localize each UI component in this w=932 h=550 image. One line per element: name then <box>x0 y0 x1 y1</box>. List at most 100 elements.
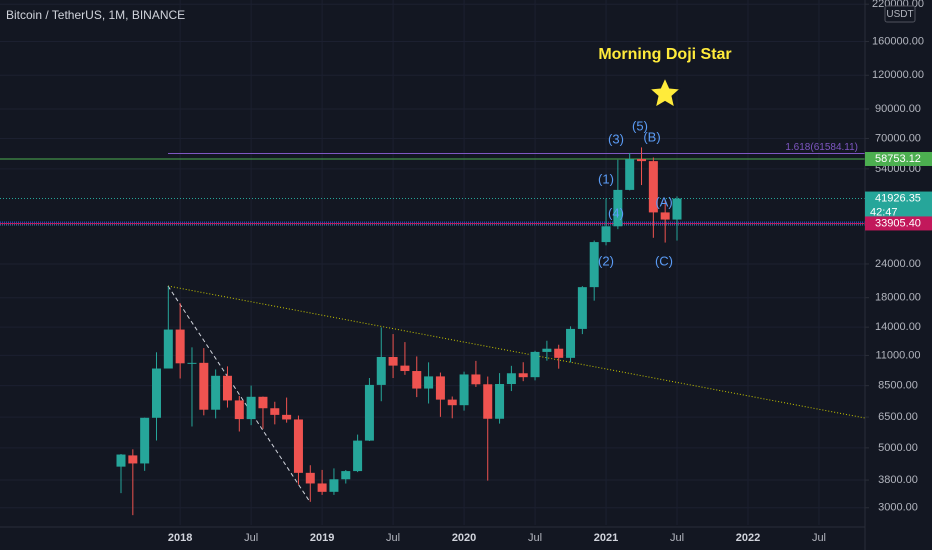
candles <box>116 147 682 516</box>
candle-body <box>613 189 623 227</box>
wave-label: (1) <box>598 171 614 186</box>
price-label: 58753.12 <box>875 153 921 165</box>
wave-label: (2) <box>598 253 614 268</box>
y-tick-label: 24000.00 <box>875 258 921 270</box>
candle-body <box>506 373 516 385</box>
wave-label: (C) <box>655 253 673 268</box>
candle-body <box>672 198 682 220</box>
candle-body <box>305 472 315 484</box>
price-label-box <box>865 151 932 166</box>
candle-body <box>293 419 303 473</box>
candle-body <box>566 328 576 358</box>
candle-body <box>128 455 138 464</box>
candle-body <box>400 365 410 372</box>
candle-body <box>388 356 398 366</box>
x-tick-label: Jul <box>812 532 826 544</box>
candle-body <box>518 373 528 378</box>
candle-body <box>175 329 185 364</box>
candle-body <box>258 396 268 409</box>
candle-body <box>589 242 599 288</box>
candle-body <box>282 414 292 420</box>
annotation: Morning Doji Star <box>598 46 731 63</box>
candle-body <box>116 454 126 467</box>
candle-body <box>625 159 635 190</box>
y-tick-label: 11000.00 <box>875 349 920 361</box>
x-tick-label: 2019 <box>310 532 334 544</box>
wave-label: (A) <box>655 194 672 209</box>
axes: 3000.00 3800.00 5000.00 6500.00 8500.00 11000… <box>168 0 932 544</box>
y-tick-label: 5000.00 <box>878 442 918 454</box>
candle-body <box>341 471 351 480</box>
candle-body <box>199 362 209 410</box>
candle-body <box>222 375 232 401</box>
candle-body <box>424 376 434 389</box>
currency[interactable]: USDT <box>886 9 913 20</box>
star-icon <box>648 76 682 109</box>
y-tick-label: 70000.00 <box>875 132 921 144</box>
candle-body <box>648 161 658 213</box>
candle-body <box>329 479 339 492</box>
candle-body <box>412 371 422 389</box>
x-tick-label: Jul <box>244 532 258 544</box>
y-tick-label: 160000.00 <box>872 35 924 47</box>
candle-body <box>317 483 327 492</box>
levels: 1.618(61584.11) <box>0 142 865 226</box>
candle-body <box>637 159 647 162</box>
grid <box>0 0 865 525</box>
candle-body <box>246 396 256 420</box>
x-tick-label: 2020 <box>452 532 476 544</box>
candle-body <box>542 348 552 352</box>
price-label-box <box>865 191 932 220</box>
fib-label: 1.618(61584.11) <box>785 142 858 153</box>
candle-body <box>447 399 457 406</box>
y-tick-label: 18000.00 <box>875 292 921 304</box>
candle-body <box>376 356 386 385</box>
price-label: 33905.40 <box>875 217 921 229</box>
x-tick-label: Jul <box>670 532 684 544</box>
candle-body <box>495 384 505 419</box>
candle-body <box>187 362 197 364</box>
candle-body <box>530 351 540 378</box>
candle-body <box>554 348 564 358</box>
y-tick-label: 6500.00 <box>878 411 918 423</box>
y-tick-label: 220000.00 <box>872 0 924 10</box>
currency-box[interactable] <box>884 5 916 23</box>
x-tick-label: Jul <box>528 532 542 544</box>
candle-body <box>234 400 244 420</box>
wave-label: (B) <box>643 129 660 144</box>
candle-body <box>483 384 493 419</box>
candle-body <box>364 384 374 441</box>
price-label: 41926.35 <box>875 192 921 204</box>
candle-body <box>151 368 161 418</box>
price-label-box <box>865 216 932 231</box>
y-tick-label: 8500.00 <box>878 380 918 392</box>
trend-line <box>167 285 866 419</box>
candle-body <box>353 440 363 472</box>
y-tick-label: 90000.00 <box>875 103 921 115</box>
trend-line <box>167 285 311 503</box>
wave-labels: (1) (2) (3) (4) (5) (A) (B) (C) <box>598 118 673 268</box>
y-tick-label: 3800.00 <box>878 474 918 486</box>
candle-body <box>471 374 481 385</box>
chart-title: Bitcoin / TetherUS, 1M, BINANCE <box>6 8 185 22</box>
candle-body <box>163 329 173 369</box>
candle-body <box>211 375 221 410</box>
candle-body <box>459 374 469 406</box>
wave-label: (3) <box>608 131 624 146</box>
wave-label: (5) <box>632 118 648 133</box>
candle-body <box>577 287 587 329</box>
candle-body <box>435 376 445 400</box>
x-tick-label: 2021 <box>594 532 618 544</box>
wave-label: (4) <box>608 205 624 220</box>
x-tick-label: 2018 <box>168 532 192 544</box>
candle-body <box>660 212 670 220</box>
y-tick-label: 3000.00 <box>878 502 918 514</box>
x-tick-label: 2022 <box>736 532 760 544</box>
candle-body <box>601 226 611 243</box>
countdown: 42:47 <box>870 206 898 218</box>
y-tick-label: 120000.00 <box>872 69 924 81</box>
x-tick-label: Jul <box>386 532 400 544</box>
candle-body <box>140 417 150 464</box>
